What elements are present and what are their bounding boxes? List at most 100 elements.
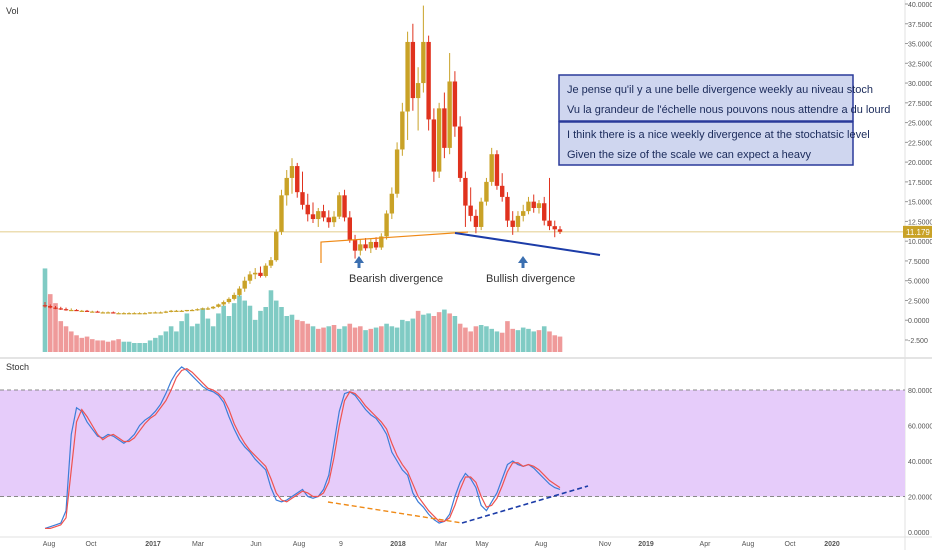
candle-body <box>284 177 289 196</box>
volume-bar <box>116 339 121 352</box>
volume-bar <box>121 341 127 352</box>
volume-bar <box>300 321 305 352</box>
candle-body <box>210 306 216 309</box>
price-tick-label: 25.0000 <box>908 121 932 128</box>
volume-bar <box>336 328 342 352</box>
bearish-divergence-annotation[interactable]: Bearish divergence <box>349 256 443 285</box>
volume-bar <box>436 312 442 352</box>
candle-body <box>247 274 253 281</box>
candle-body <box>142 313 148 315</box>
candle-body <box>179 310 184 312</box>
bullish-divergence-annotation[interactable]: Bullish divergence <box>486 256 575 285</box>
french-note-line1: Je pense qu'il y a une belle divergence … <box>567 84 873 96</box>
time-tick-label: Oct <box>86 541 97 548</box>
candle-body <box>258 272 263 276</box>
volume-bar <box>494 331 500 352</box>
price-tick-label: 12.5000 <box>908 219 932 226</box>
volume-bars <box>42 268 563 352</box>
price-tick-label: 35.0000 <box>908 42 932 49</box>
candle-body <box>237 288 242 295</box>
candle-body <box>242 280 247 289</box>
volume-bar <box>252 319 258 352</box>
candle-body <box>379 236 384 248</box>
price-tick-label: 22.5000 <box>908 140 932 147</box>
volume-bar <box>84 336 90 352</box>
candle-body <box>274 231 279 261</box>
candlesticks <box>42 5 563 315</box>
bullish-stoch-trendline <box>461 485 589 524</box>
volume-bar <box>384 323 389 352</box>
volume-bar <box>342 326 347 352</box>
candle-body <box>53 307 58 309</box>
candle-body <box>536 203 542 208</box>
candle-body <box>405 41 410 112</box>
candle-body <box>300 192 305 205</box>
candle-body <box>552 226 557 230</box>
candle-body <box>163 311 169 313</box>
candle-body <box>484 181 489 202</box>
time-tick-label: Aug <box>742 541 755 548</box>
candle-body <box>421 41 426 84</box>
time-tick-label: Aug <box>535 541 548 548</box>
candle-body <box>489 154 494 182</box>
volume-bar <box>421 314 426 352</box>
time-tick-label: Oct <box>785 541 796 548</box>
stoch-tick-label: 20.0000 <box>908 495 932 502</box>
volume-bar <box>452 316 458 352</box>
candle-body <box>231 294 237 299</box>
time-tick-label: Apr <box>700 541 712 548</box>
time-tick-label: Mar <box>192 541 205 548</box>
time-tick-label: 9 <box>339 541 343 548</box>
stoch-axis[interactable]: 80.0000 60.0000 40.0000 20.0000 0.0000 <box>908 388 932 537</box>
candle-body <box>305 204 310 215</box>
candle-body <box>69 309 74 312</box>
volume-bar <box>489 328 494 352</box>
volume-bar <box>68 331 74 352</box>
volume-bar <box>79 337 85 352</box>
candle-body <box>373 241 379 248</box>
candle-body <box>48 306 53 308</box>
volume-bar <box>358 326 363 352</box>
candle-body <box>457 126 463 178</box>
last-price-marker: 11.179 <box>903 225 932 238</box>
volume-bar <box>499 332 505 352</box>
candle-body <box>473 215 479 227</box>
candle-body <box>84 310 90 312</box>
candle-body <box>105 312 111 314</box>
candle-body <box>478 201 484 227</box>
price-tick-label: 20.0000 <box>908 160 932 167</box>
volume-bar <box>463 327 468 352</box>
volume-bar <box>105 341 111 352</box>
note-box-english[interactable]: I think there is a nice weekly divergenc… <box>558 121 870 166</box>
price-tick-label: 15.0000 <box>908 200 932 207</box>
volume-bar <box>153 337 158 352</box>
volume-bar <box>189 326 195 352</box>
volume-bar <box>268 290 274 352</box>
stoch-d-line <box>45 368 561 530</box>
candle-body <box>79 310 84 312</box>
price-tick-label: 17.5000 <box>908 180 932 187</box>
candle-body <box>557 229 563 232</box>
volume-bar <box>195 323 200 352</box>
stoch-overbought-oversold-band <box>0 389 905 497</box>
volume-bar <box>126 341 132 352</box>
candle-body <box>74 309 79 312</box>
note-box-french[interactable]: Je pense qu'il y a une belle divergence … <box>558 74 890 122</box>
volume-bar <box>515 330 521 352</box>
volume-bar <box>226 316 232 352</box>
candle-body <box>174 310 179 312</box>
volume-bar <box>468 331 473 352</box>
time-tick-label: 2018 <box>390 541 406 548</box>
volume-bar <box>168 326 174 352</box>
candle-body <box>436 108 442 172</box>
price-tick-label: -2.500 <box>908 338 928 345</box>
volume-bar <box>431 316 437 352</box>
price-axis[interactable]: 40.0000 37.5000 35.0000 32.5000 30.0000 27.50… <box>905 2 932 345</box>
volume-bar <box>505 321 510 352</box>
bearish-stoch-trendline <box>327 501 463 524</box>
candle-body <box>205 308 211 310</box>
volume-bar <box>137 343 142 352</box>
time-axis[interactable]: Aug Oct 2017 Mar Jun Aug 9 2018 Mar May Aug Nov 2019… <box>43 541 840 548</box>
candle-body <box>321 211 326 218</box>
